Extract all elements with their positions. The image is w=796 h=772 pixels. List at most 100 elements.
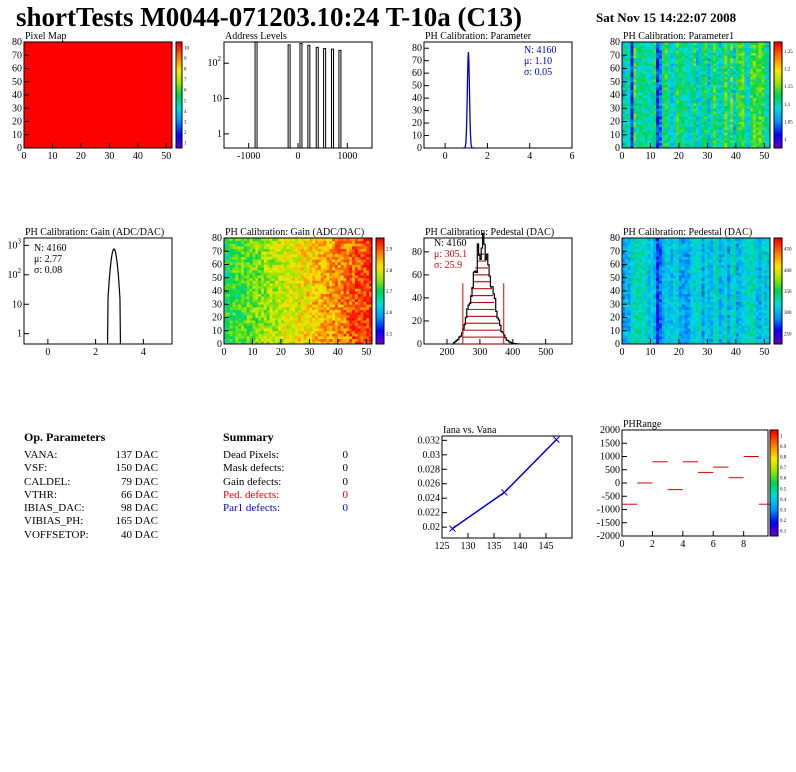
heatmap-cell — [627, 92, 631, 96]
heatmap-cell — [681, 55, 686, 59]
hatch-dot — [472, 343, 474, 345]
color-scale-band — [376, 278, 384, 281]
heatmap-cell — [360, 293, 364, 297]
y-tick-label: 30 — [610, 103, 620, 114]
hatch-dot — [485, 288, 488, 290]
heatmap-cell — [698, 118, 703, 122]
heatmap-cell — [269, 293, 273, 297]
x-tick-label: 20 — [76, 151, 86, 162]
heatmap-cell — [352, 259, 356, 263]
heatmap-cell — [326, 238, 330, 242]
heatmap-cell — [329, 325, 333, 329]
heatmap-cell — [718, 73, 723, 77]
heatmap-cell — [687, 55, 691, 59]
heatmap-cell — [707, 95, 711, 99]
heatmap-cell — [295, 259, 299, 263]
heatmap-cell — [235, 317, 239, 321]
hatch-dot — [486, 301, 489, 304]
heatmap-cell — [758, 44, 762, 48]
heatmap-cell — [337, 320, 342, 324]
heatmap-cell — [335, 269, 339, 273]
heatmap-cell — [624, 44, 629, 48]
heatmap-cell — [224, 277, 228, 281]
heatmap-cell — [360, 296, 364, 300]
color-scale-band — [176, 86, 182, 90]
heatmap-cell — [687, 105, 691, 109]
heatmap-cell — [696, 71, 700, 75]
heatmap-cell — [750, 84, 754, 88]
heatmap-cell — [340, 275, 344, 279]
heatmap-cell — [241, 314, 245, 318]
heatmap-cell — [317, 243, 322, 247]
heatmap-cell — [261, 277, 265, 281]
color-scale-band — [774, 48, 782, 51]
hatch-dot — [486, 329, 489, 331]
heatmap-cell — [724, 108, 728, 112]
heatmap-cell — [644, 142, 649, 146]
heatmap-cell — [354, 314, 359, 318]
hatch-dot — [484, 322, 487, 324]
heatmap-cell — [718, 105, 723, 109]
heatmap-cell — [715, 63, 720, 67]
heatmap-cell — [286, 275, 290, 279]
heatmap-cell — [636, 100, 640, 104]
heatmap-cell — [315, 309, 319, 313]
heatmap-cell — [767, 113, 771, 117]
color-scale-band — [376, 259, 384, 262]
heatmap-cell — [326, 320, 330, 324]
heatmap-cell — [332, 322, 336, 326]
heatmap-cell — [622, 296, 626, 300]
hatch-dot — [481, 329, 484, 331]
heatmap-cell — [286, 306, 290, 310]
heatmap-cell — [261, 320, 265, 324]
heatmap-cell — [758, 76, 762, 80]
heatmap-cell — [710, 92, 714, 96]
heatmap-cell — [275, 301, 279, 305]
heatmap-cell — [741, 129, 745, 133]
heatmap-cell — [243, 304, 248, 308]
heatmap-cell — [624, 145, 629, 149]
heatmap-cell — [337, 264, 342, 268]
heatmap-cell — [707, 49, 711, 53]
heatmap-cell — [272, 240, 276, 244]
heatmap-cell — [295, 251, 299, 255]
heatmap-cell — [317, 256, 322, 260]
heatmap-cell — [235, 330, 239, 334]
heatmap-cell — [306, 291, 310, 295]
heatmap-cell — [346, 314, 350, 318]
heatmap-cell — [622, 272, 626, 276]
heatmap-cell — [363, 283, 367, 287]
heatmap-cell — [312, 277, 316, 281]
heatmap-cell — [627, 55, 631, 59]
heatmap-cell — [238, 306, 242, 310]
hatch-dot — [492, 301, 495, 304]
heatmap-cell — [661, 73, 666, 77]
heatmap-cell — [653, 113, 657, 117]
heatmap-cell — [622, 253, 626, 257]
heatmap-cell — [650, 42, 654, 46]
heatmap-cell — [721, 55, 725, 59]
heatmap-cell — [715, 100, 720, 104]
heatmap-cell — [332, 312, 336, 316]
heatmap-cell — [266, 336, 270, 340]
address-peak — [307, 44, 311, 148]
hatch-dot — [482, 301, 485, 304]
heatmap-cell — [226, 245, 231, 249]
heatmap-cell — [741, 118, 745, 122]
heatmap-cell — [724, 71, 728, 75]
heatmap-cell — [329, 296, 333, 300]
heatmap-cell — [363, 267, 367, 271]
heatmap-cell — [624, 105, 629, 109]
heatmap-cell — [738, 79, 742, 83]
heatmap-cell — [710, 76, 714, 80]
heatmap-cell — [715, 44, 720, 48]
heatmap-cell — [323, 243, 327, 247]
hatch-dot — [489, 295, 492, 297]
hatch-dot — [476, 322, 478, 324]
heatmap-cell — [735, 44, 740, 48]
heatmap-cell — [289, 267, 293, 271]
heatmap-cell — [346, 322, 350, 326]
heatmap-cell — [258, 261, 262, 265]
heatmap-cell — [670, 55, 674, 59]
heatmap-cell — [647, 87, 651, 91]
